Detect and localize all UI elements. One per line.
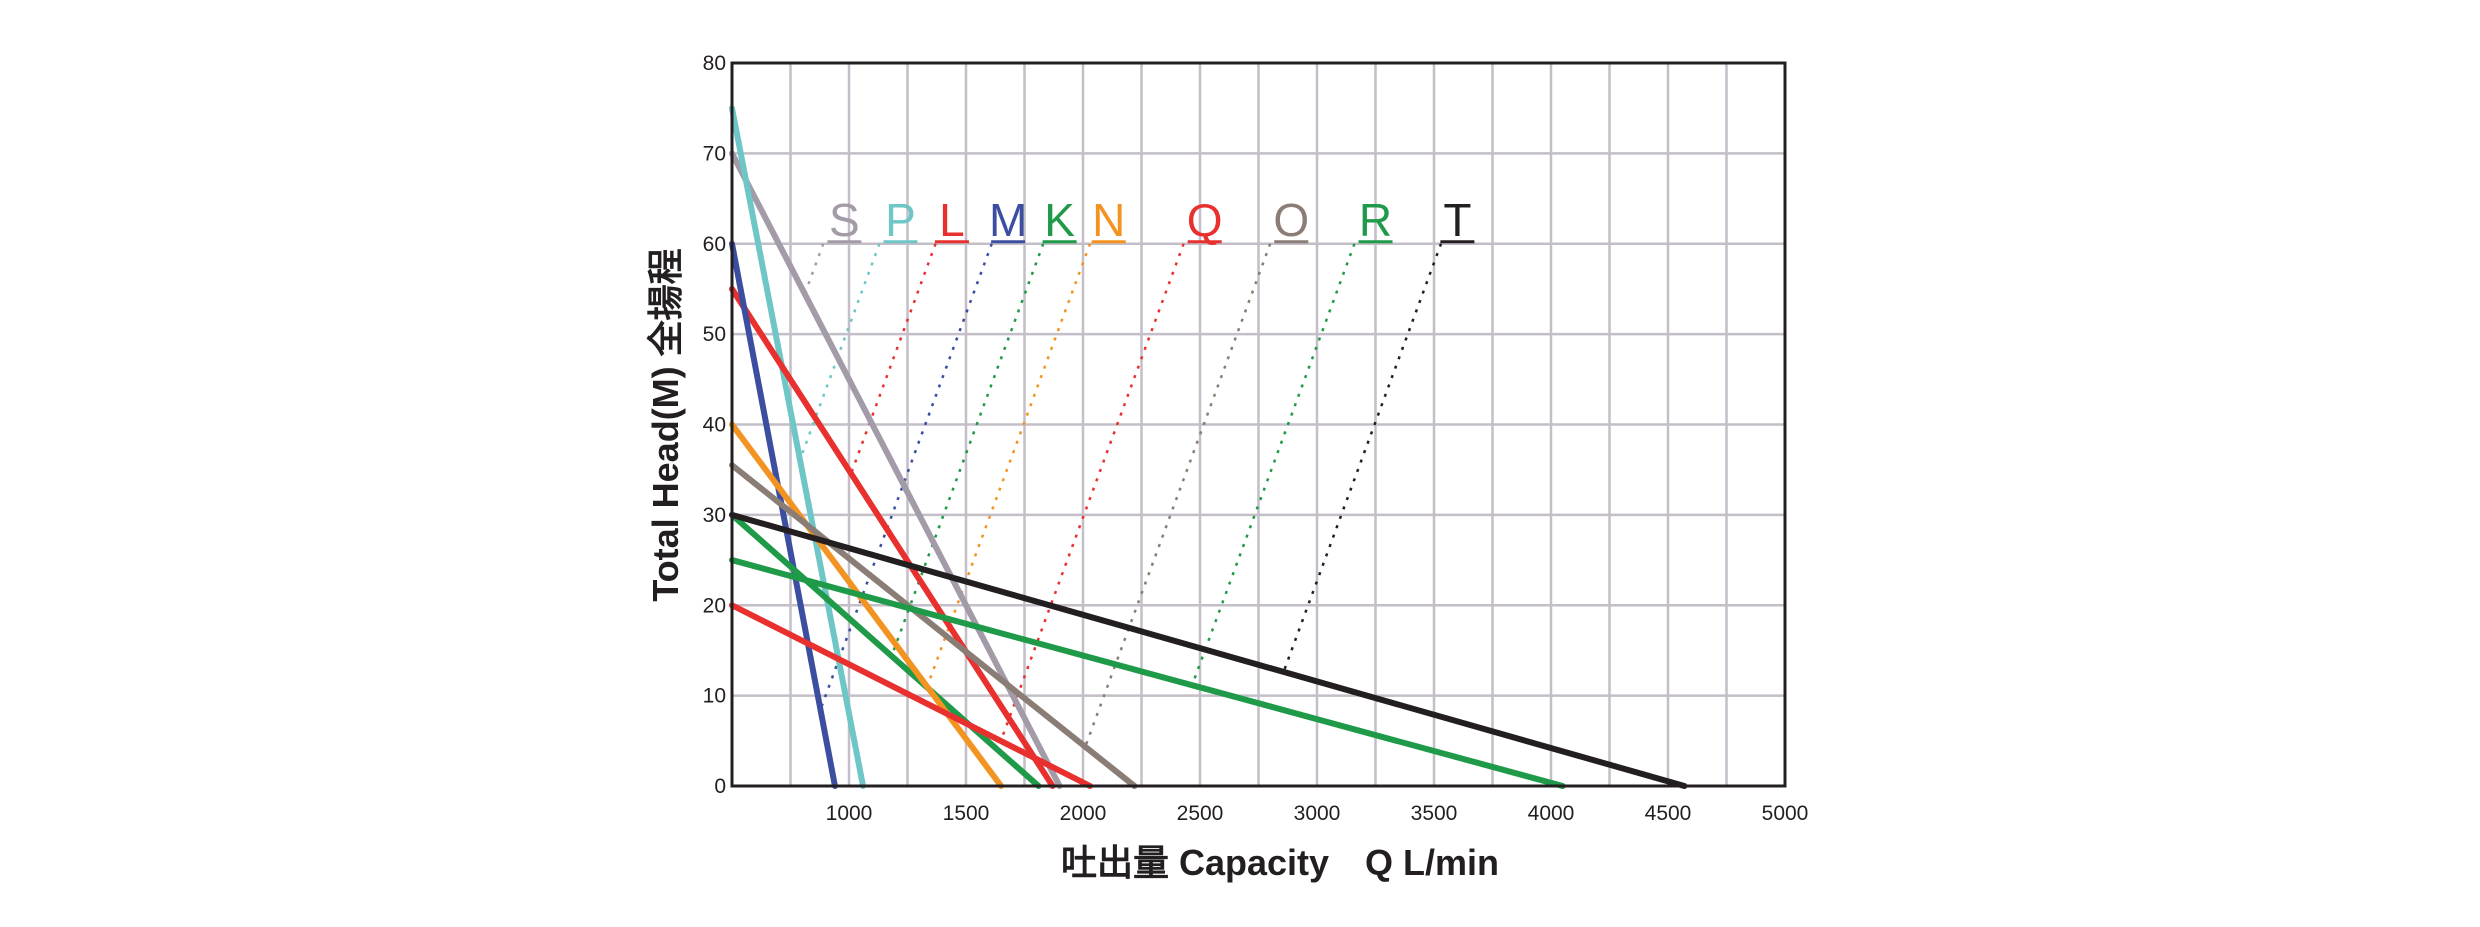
- grid: [732, 63, 1785, 786]
- y-tick-label: 0: [714, 775, 726, 798]
- guide-line-L: [849, 243, 937, 475]
- x-tick-label: 3500: [1411, 802, 1458, 825]
- x-tick-label: 4500: [1645, 802, 1692, 825]
- x-tick-labels: 1000 1500 2000 2500 3000 3500 4000 4500 5000: [826, 802, 1809, 825]
- x-tick-label: 2500: [1177, 802, 1224, 825]
- curve-L: [729, 285, 1056, 789]
- x-tick-label: 3000: [1294, 802, 1341, 825]
- y-tick-label: 50: [703, 323, 726, 346]
- y-tick-label: 70: [703, 142, 726, 165]
- x-tick-label: 1000: [826, 802, 873, 825]
- guide-line-O: [1084, 243, 1272, 748]
- x-axis-title: 吐出量 Capacity Q L/min: [1061, 842, 1499, 883]
- curve-label-T: T: [1443, 194, 1471, 246]
- curve-P: [729, 105, 867, 789]
- curve-M: [729, 240, 838, 789]
- curve-label-R: R: [1359, 194, 1392, 246]
- guide-line-T: [1282, 243, 1443, 673]
- curve-label-S: S: [829, 194, 860, 246]
- curve-Q: [729, 602, 1094, 789]
- y-tick-label: 40: [703, 414, 726, 437]
- curve-label-Q: Q: [1187, 194, 1223, 246]
- y-tick-label: 20: [703, 594, 726, 617]
- curve-label-K: K: [1044, 194, 1075, 246]
- x-tick-label: 5000: [1762, 802, 1809, 825]
- guide-line-Q: [999, 243, 1185, 742]
- curve-O: [729, 462, 1138, 789]
- curve-N: [729, 421, 1005, 789]
- y-tick-label: 80: [703, 52, 726, 75]
- curve-K: [729, 511, 1042, 789]
- y-tick-label: 30: [703, 504, 726, 527]
- curve-label-M: M: [989, 194, 1027, 246]
- y-tick-labels: 0 10 20 30 40 50 60 70 80: [703, 52, 726, 798]
- curve-T: [729, 511, 1688, 789]
- curve-label-P: P: [885, 194, 916, 246]
- x-tick-label: 4000: [1528, 802, 1575, 825]
- guide-lines: [798, 243, 1443, 748]
- y-tick-label: 10: [703, 685, 726, 708]
- curve-label-N: N: [1092, 194, 1125, 246]
- x-tick-label: 1500: [943, 802, 990, 825]
- plot-frame: [730, 61, 1787, 788]
- curve-label-O: O: [1273, 194, 1309, 246]
- guide-line-P: [798, 243, 881, 461]
- curve-label-L: L: [939, 194, 965, 246]
- guide-line-S: [803, 243, 825, 295]
- y-tick-label: 60: [703, 233, 726, 256]
- y-axis-title: Total Head(M) 全揚程: [645, 248, 686, 601]
- curve-R: [729, 557, 1566, 789]
- x-tick-label: 2000: [1060, 802, 1107, 825]
- guide-line-R: [1190, 243, 1356, 686]
- guide-line-M: [819, 243, 993, 711]
- pump-curves: [729, 105, 1688, 789]
